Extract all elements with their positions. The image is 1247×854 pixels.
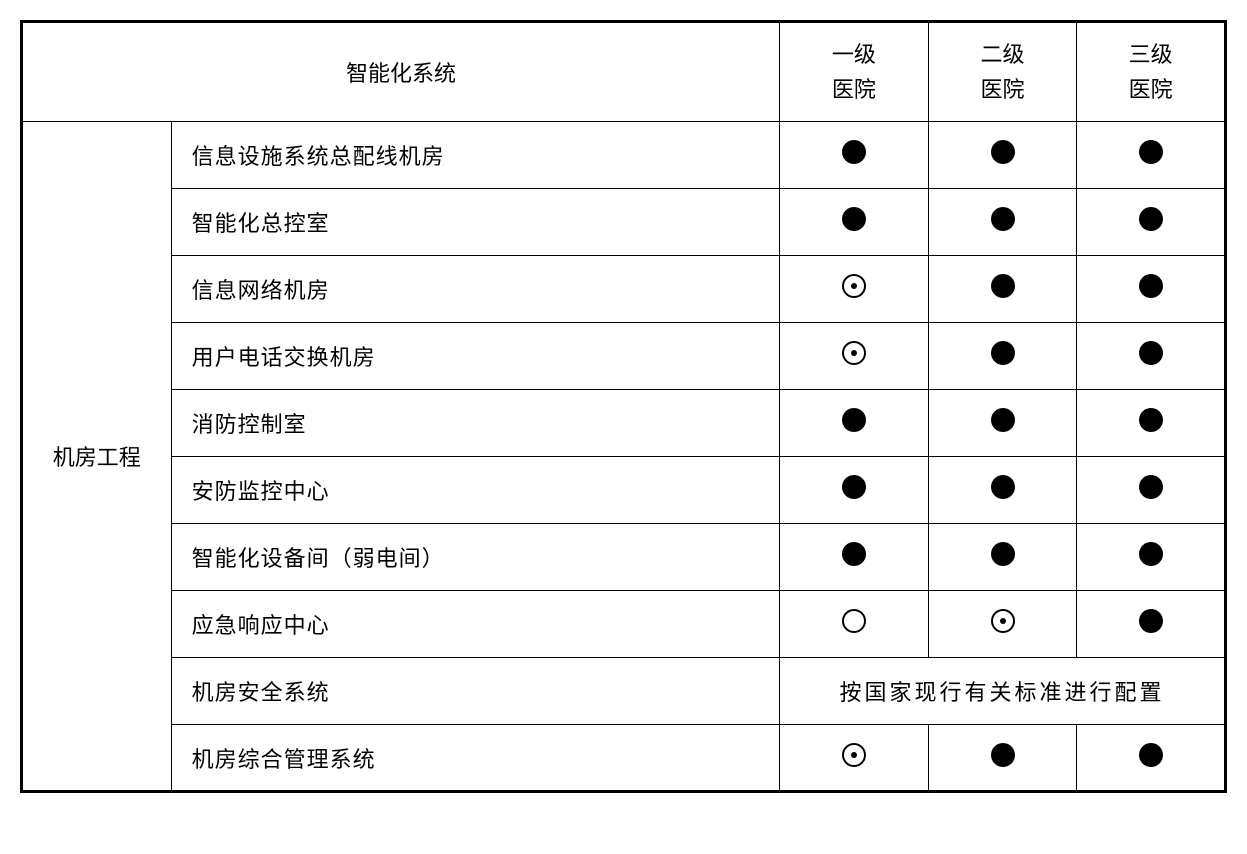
row-item-9: 机房综合管理系统	[171, 725, 779, 792]
filled-circle-icon	[1139, 542, 1163, 566]
row-9-col-1	[928, 725, 1077, 792]
row-item-4: 消防控制室	[171, 390, 779, 457]
row-item-8: 机房安全系统	[171, 658, 779, 725]
category-cell: 机房工程	[22, 122, 172, 792]
filled-circle-icon	[1139, 475, 1163, 499]
filled-circle-icon	[991, 140, 1015, 164]
filled-circle-icon	[1139, 274, 1163, 298]
row-0-col-0	[780, 122, 929, 189]
row-0-col-2	[1077, 122, 1226, 189]
row-2-col-1	[928, 256, 1077, 323]
row-4-col-0	[780, 390, 929, 457]
filled-circle-icon	[991, 408, 1015, 432]
header-level3: 三级医院	[1077, 22, 1226, 122]
row-item-6: 智能化设备间（弱电间）	[171, 524, 779, 591]
filled-circle-icon	[1139, 140, 1163, 164]
filled-circle-icon	[991, 274, 1015, 298]
filled-circle-icon	[991, 341, 1015, 365]
row-2-col-0	[780, 256, 929, 323]
header-system-label: 智能化系统	[22, 22, 780, 122]
row-item-5: 安防监控中心	[171, 457, 779, 524]
row-5-col-1	[928, 457, 1077, 524]
row-3-col-2	[1077, 323, 1226, 390]
header-level1: 一级医院一级医院	[780, 22, 929, 122]
row-9-col-0	[780, 725, 929, 792]
filled-circle-icon	[991, 743, 1015, 767]
row-7-col-1	[928, 591, 1077, 658]
row-0-col-1	[928, 122, 1077, 189]
filled-circle-icon	[1139, 408, 1163, 432]
row-7-col-2	[1077, 591, 1226, 658]
row-3-col-1	[928, 323, 1077, 390]
row-2-col-2	[1077, 256, 1226, 323]
row-9-col-2	[1077, 725, 1226, 792]
row-1-col-2	[1077, 189, 1226, 256]
row-4-col-2	[1077, 390, 1226, 457]
row-1-col-0	[780, 189, 929, 256]
row-5-col-2	[1077, 457, 1226, 524]
filled-circle-icon	[1139, 609, 1163, 633]
row-7-col-0	[780, 591, 929, 658]
filled-circle-icon	[842, 542, 866, 566]
dot-circle-icon	[991, 609, 1015, 633]
row-6-col-2	[1077, 524, 1226, 591]
row-1-col-1	[928, 189, 1077, 256]
row-4-col-1	[928, 390, 1077, 457]
intelligent-system-table: 智能化系统 一级医院一级医院 二级医院 三级医院 机房工程 信息设施系统总配线机…	[20, 20, 1227, 793]
row-item-2: 信息网络机房	[171, 256, 779, 323]
row-3-col-0	[780, 323, 929, 390]
row-5-col-0	[780, 457, 929, 524]
dot-circle-icon	[842, 274, 866, 298]
filled-circle-icon	[1139, 743, 1163, 767]
dot-circle-icon	[842, 743, 866, 767]
row-item-1: 智能化总控室	[171, 189, 779, 256]
filled-circle-icon	[842, 207, 866, 231]
row-6-col-0	[780, 524, 929, 591]
header-level2: 二级医院	[928, 22, 1077, 122]
filled-circle-icon	[842, 475, 866, 499]
filled-circle-icon	[842, 140, 866, 164]
filled-circle-icon	[991, 475, 1015, 499]
row-6-col-1	[928, 524, 1077, 591]
row-item-3: 用户电话交换机房	[171, 323, 779, 390]
row-8-merged: 按国家现行有关标准进行配置	[780, 658, 1226, 725]
filled-circle-icon	[1139, 341, 1163, 365]
filled-circle-icon	[991, 542, 1015, 566]
filled-circle-icon	[991, 207, 1015, 231]
row-item-0: 信息设施系统总配线机房	[171, 122, 779, 189]
filled-circle-icon	[1139, 207, 1163, 231]
row-item-7: 应急响应中心	[171, 591, 779, 658]
empty-circle-icon	[842, 609, 866, 633]
filled-circle-icon	[842, 408, 866, 432]
dot-circle-icon	[842, 341, 866, 365]
